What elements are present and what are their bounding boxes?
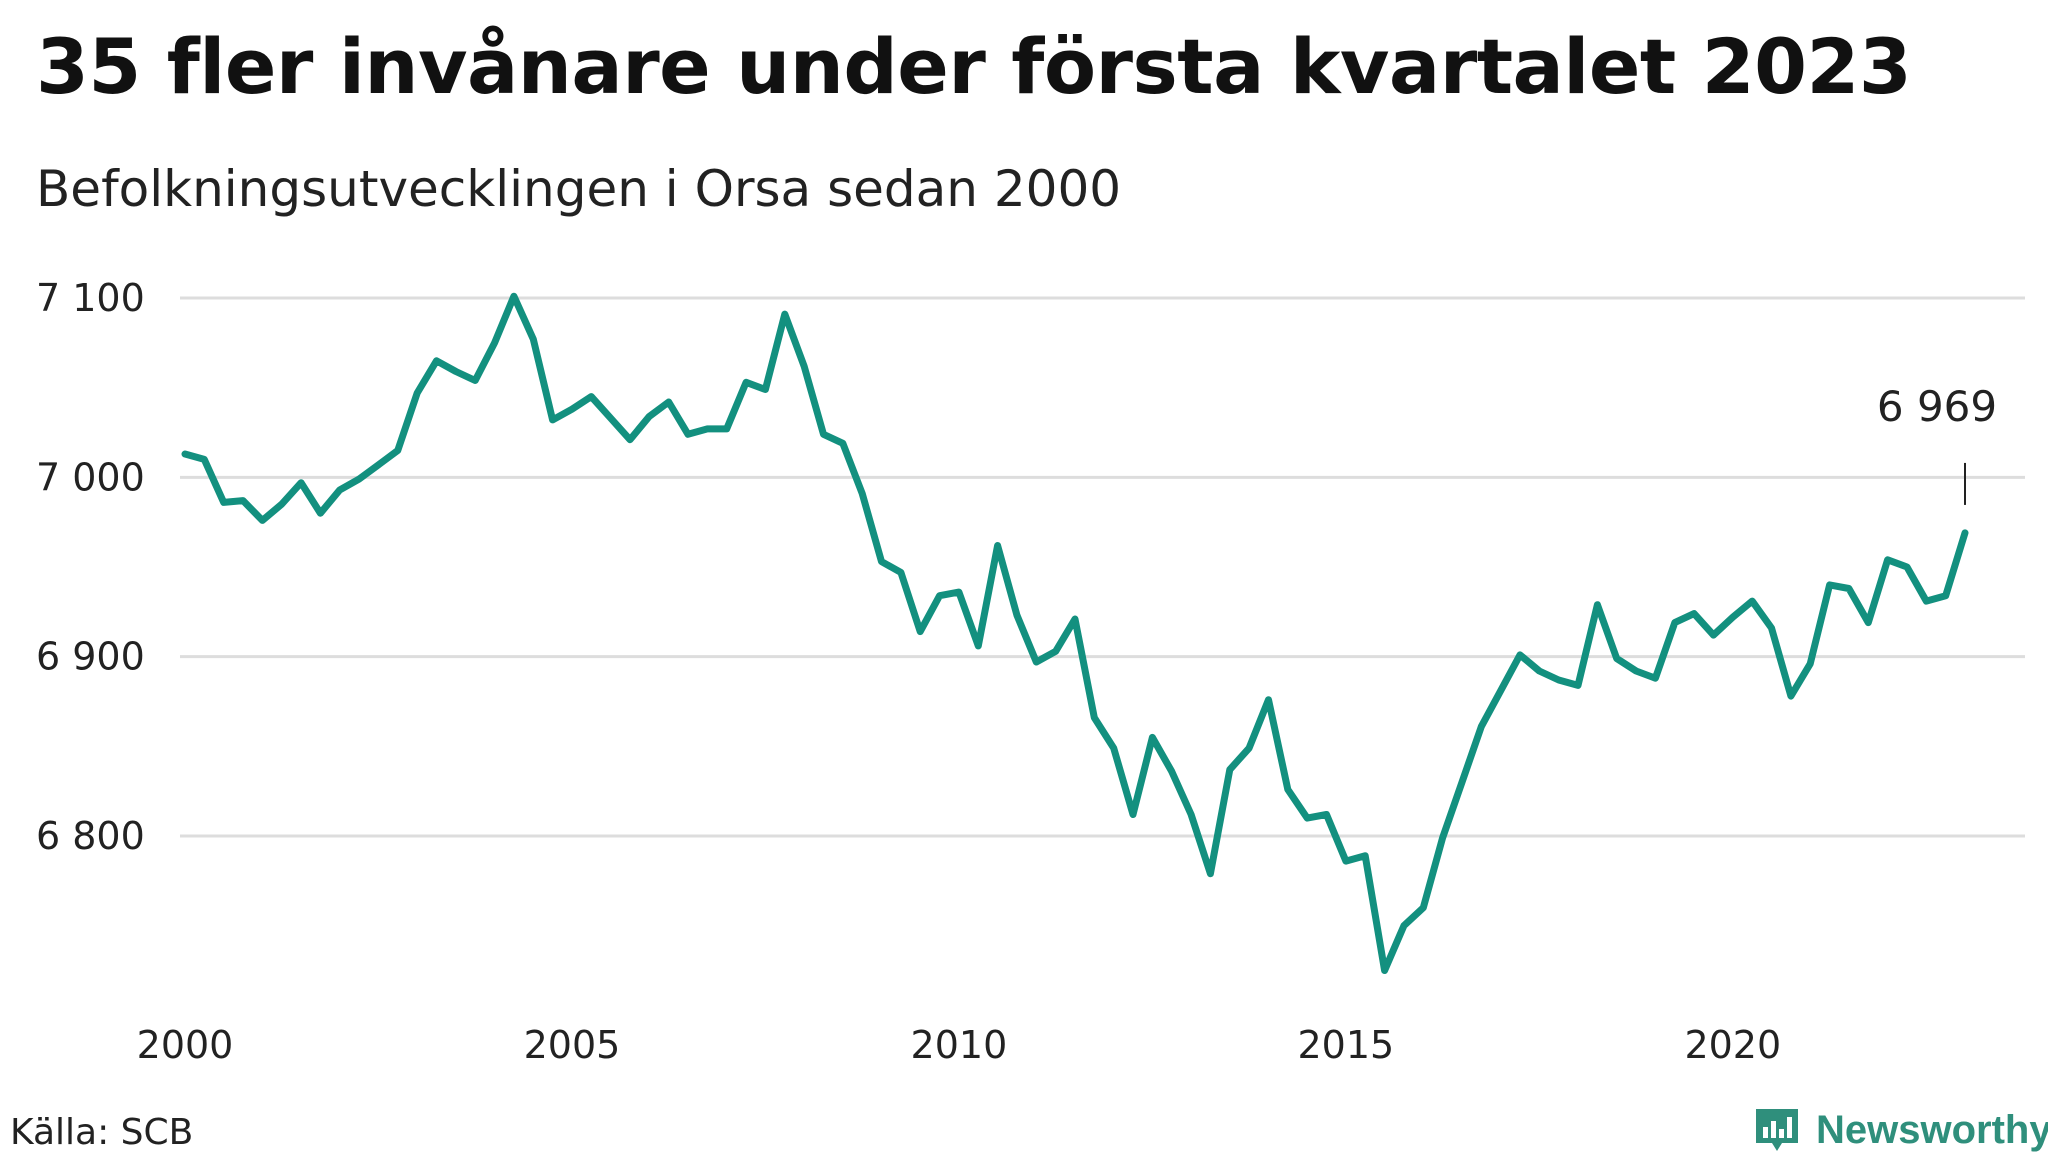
- x-tick-label: 2020: [1684, 1023, 1781, 1067]
- brand-logo: Newsworthy: [1752, 1100, 2048, 1160]
- newsworthy-logo-icon: [1756, 1109, 1798, 1151]
- brand-name: Newsworthy: [1816, 1107, 2048, 1152]
- x-tick-label: 2015: [1298, 1023, 1395, 1067]
- x-tick-label: 2010: [911, 1023, 1008, 1067]
- y-tick-label: 6 800: [36, 814, 145, 858]
- source-label: Källa: SCB: [10, 1112, 194, 1153]
- y-tick-label: 7 000: [36, 455, 145, 499]
- chart-title: 35 fler invånare under första kvartalet …: [36, 22, 1912, 111]
- y-tick-label: 6 900: [36, 635, 145, 679]
- annotation-label: 6 969: [1877, 382, 1997, 431]
- line-chart: 7 100 7 000 6 900 6 800 2000 2005 2010 2015 2020…: [36, 276, 2025, 1067]
- x-tick-label: 2005: [524, 1023, 621, 1067]
- series-line: [181, 292, 1969, 974]
- y-tick-label: 7 100: [36, 276, 145, 320]
- x-tick-label: 2000: [137, 1023, 234, 1067]
- chart-subtitle: Befolkningsutvecklingen i Orsa sedan 200…: [36, 160, 1122, 218]
